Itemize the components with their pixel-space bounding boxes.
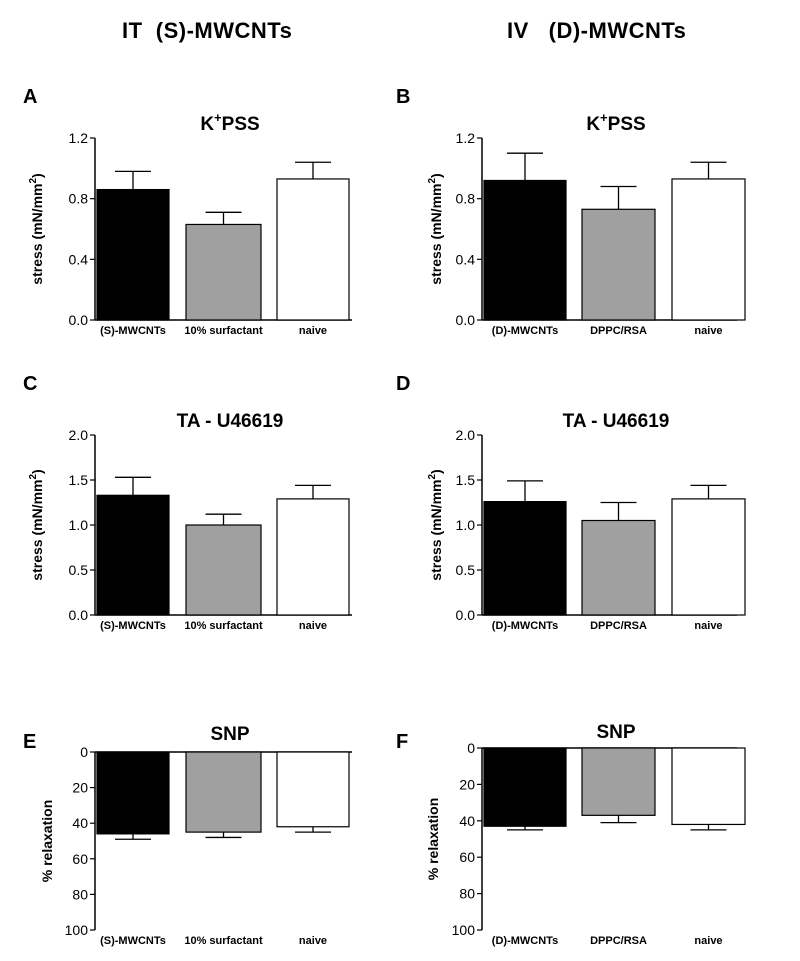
y-tick-label: 1.2 xyxy=(456,130,476,146)
y-axis-label: stress (mN/mm2) xyxy=(427,173,444,284)
y-tick-label: 100 xyxy=(452,922,476,938)
bar xyxy=(671,178,746,321)
y-tick-label: 80 xyxy=(72,886,88,902)
panel-b: B K+PSS 0.0 0.4 0.8 1.2 stress (mN/mm2) (D)-MWC… xyxy=(396,86,746,337)
category-label: (S)-MWCNTs xyxy=(100,935,166,947)
y-tick-label: 1.5 xyxy=(69,472,89,488)
category-label: 10% surfactant xyxy=(184,325,263,337)
category-label: (D)-MWCNTs xyxy=(492,325,558,337)
y-tick-label: 80 xyxy=(459,886,475,902)
bar xyxy=(581,208,656,321)
y-tick-label: 0.4 xyxy=(69,251,89,267)
panel-f: F SNP 0 20 40 60 80 100 % relaxation (D)-MWCNTs DP… xyxy=(396,722,746,947)
y-tick-label: 0 xyxy=(467,740,475,756)
y-axis-label: stress (mN/mm2) xyxy=(427,469,444,580)
panel-letter: C xyxy=(23,373,37,395)
panel-letter: E xyxy=(23,731,36,753)
bar xyxy=(96,188,170,321)
category-label: naive xyxy=(299,325,327,337)
y-tick-label: 60 xyxy=(72,851,88,867)
bar xyxy=(185,524,262,616)
bar xyxy=(483,501,567,616)
category-label: DPPC/RSA xyxy=(590,935,647,947)
y-tick-label: 0 xyxy=(80,744,88,760)
bar xyxy=(581,519,656,616)
y-tick-label: 0.5 xyxy=(456,562,476,578)
category-label: (D)-MWCNTs xyxy=(492,620,558,632)
bar xyxy=(185,751,262,833)
panel-e: E SNP 0 20 40 60 80 100 % relaxation (S)-MWCNTs 10… xyxy=(23,724,352,947)
bar xyxy=(96,751,170,835)
column-header-right: IV (D)-MWCNTs xyxy=(507,18,687,43)
y-tick-label: 0.8 xyxy=(69,191,89,207)
panel-title: SNP xyxy=(596,722,635,743)
panel-title: K+PSS xyxy=(200,110,259,135)
panel-title: SNP xyxy=(210,724,249,745)
category-label: naive xyxy=(694,620,722,632)
y-tick-label: 1.0 xyxy=(456,517,476,533)
y-tick-label: 1.2 xyxy=(69,130,89,146)
bar xyxy=(276,178,350,321)
bar xyxy=(96,494,170,616)
panel-c: C TA - U46619 0.0 0.5 1.0 1.5 2.0 stress (mN/mm… xyxy=(23,373,352,632)
panel-letter: D xyxy=(396,373,410,395)
y-axis-label: % relaxation xyxy=(39,800,55,882)
y-tick-label: 2.0 xyxy=(456,427,476,443)
panel-letter: A xyxy=(23,86,37,108)
panel-title: K+PSS xyxy=(586,110,645,135)
category-label: (S)-MWCNTs xyxy=(100,325,166,337)
y-axis-label: stress (mN/mm2) xyxy=(28,469,45,580)
y-tick-label: 0.0 xyxy=(456,312,476,328)
panel-a: A K+PSS 0.0 0.4 0.8 1.2 stress (mN/mm2) (S)-MWC… xyxy=(23,86,352,337)
y-axis-label: stress (mN/mm2) xyxy=(28,173,45,284)
y-tick-label: 0.4 xyxy=(456,251,476,267)
category-label: 10% surfactant xyxy=(184,935,263,947)
panel-d: D TA - U46619 0.0 0.5 1.0 1.5 2.0 stress (mN/mm… xyxy=(396,373,746,632)
bar xyxy=(276,751,350,828)
panel-letter: F xyxy=(396,731,408,753)
category-label: naive xyxy=(694,935,722,947)
bar xyxy=(483,179,567,321)
y-tick-label: 0.0 xyxy=(456,607,476,623)
panel-title: TA - U46619 xyxy=(563,411,670,432)
y-tick-label: 60 xyxy=(459,849,475,865)
y-tick-label: 0.5 xyxy=(69,562,89,578)
bar xyxy=(276,498,350,616)
y-tick-label: 2.0 xyxy=(69,427,89,443)
bar xyxy=(581,747,656,816)
bar xyxy=(185,223,262,321)
category-label: naive xyxy=(299,935,327,947)
y-axis-label: % relaxation xyxy=(425,798,441,880)
y-tick-label: 40 xyxy=(459,813,475,829)
panel-letter: B xyxy=(396,86,410,108)
category-label: (S)-MWCNTs xyxy=(100,620,166,632)
category-label: naive xyxy=(299,620,327,632)
category-label: 10% surfactant xyxy=(184,620,263,632)
panel-title: TA - U46619 xyxy=(177,411,284,432)
category-label: (D)-MWCNTs xyxy=(492,935,558,947)
y-tick-label: 100 xyxy=(65,922,89,938)
y-tick-label: 20 xyxy=(459,776,475,792)
bar xyxy=(671,747,746,826)
y-tick-label: 0.8 xyxy=(456,191,476,207)
bar xyxy=(483,747,567,827)
y-tick-label: 40 xyxy=(72,815,88,831)
category-label: naive xyxy=(694,325,722,337)
y-tick-label: 1.0 xyxy=(69,517,89,533)
category-label: DPPC/RSA xyxy=(590,620,647,632)
y-tick-label: 0.0 xyxy=(69,312,89,328)
y-tick-label: 1.5 xyxy=(456,472,476,488)
y-tick-label: 0.0 xyxy=(69,607,89,623)
category-label: DPPC/RSA xyxy=(590,325,647,337)
bar xyxy=(671,498,746,616)
column-header-left: IT (S)-MWCNTs xyxy=(122,18,293,43)
y-tick-label: 20 xyxy=(72,780,88,796)
